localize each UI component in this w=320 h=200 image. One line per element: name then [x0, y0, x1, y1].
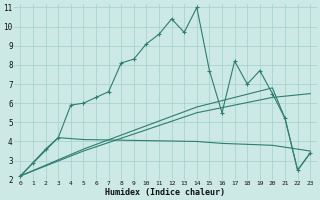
X-axis label: Humidex (Indice chaleur): Humidex (Indice chaleur) — [105, 188, 225, 197]
